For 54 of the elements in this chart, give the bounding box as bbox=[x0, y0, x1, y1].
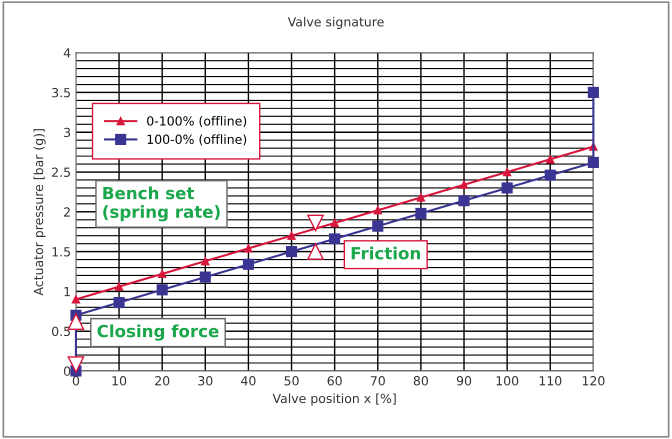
point bbox=[114, 296, 125, 308]
chart-title: Valve signature bbox=[288, 16, 384, 29]
point bbox=[201, 256, 210, 266]
point bbox=[416, 193, 426, 202]
x-tick-label: 80 bbox=[414, 376, 428, 386]
point bbox=[458, 195, 470, 206]
point bbox=[330, 218, 339, 228]
x-tick-label: 10 bbox=[112, 376, 126, 386]
point bbox=[502, 182, 513, 194]
y-tick-label: 0 bbox=[64, 366, 70, 376]
point bbox=[374, 206, 382, 214]
point bbox=[546, 155, 554, 164]
y-tick-label: 2 bbox=[64, 207, 70, 217]
x-tick-label: 40 bbox=[241, 376, 256, 386]
y-tick-label: 3 bbox=[64, 128, 70, 138]
x-tick-label: 100 bbox=[496, 376, 518, 386]
annotation: Friction bbox=[352, 246, 420, 260]
x-tick-label: 110 bbox=[540, 376, 562, 386]
legend-label: 0-100% (offline) bbox=[147, 116, 246, 128]
y-tick-label: 1.5 bbox=[52, 247, 70, 257]
y-tick-label: 3.5 bbox=[52, 88, 70, 98]
point bbox=[156, 284, 168, 296]
point bbox=[244, 244, 253, 253]
point bbox=[286, 246, 298, 258]
x-tick-label: 70 bbox=[370, 376, 385, 386]
point bbox=[415, 208, 426, 219]
point bbox=[114, 282, 124, 291]
x-axis-title: Valve position x [%] bbox=[272, 393, 396, 406]
point bbox=[242, 258, 254, 270]
x-tick-label: 20 bbox=[155, 376, 170, 386]
point bbox=[372, 220, 384, 232]
point bbox=[460, 180, 468, 189]
y-tick-label: 2.5 bbox=[52, 168, 70, 177]
x-tick-label: 60 bbox=[328, 376, 342, 386]
y-tick-label: 1 bbox=[64, 287, 70, 296]
x-tick-label: 50 bbox=[284, 376, 299, 386]
point bbox=[72, 295, 80, 304]
point bbox=[329, 233, 340, 244]
point bbox=[588, 156, 599, 168]
point bbox=[287, 232, 296, 240]
y-axis-title: Actuator pressure [bar (g)] bbox=[34, 129, 46, 296]
x-tick-label: 90 bbox=[456, 376, 472, 386]
point bbox=[158, 270, 166, 278]
point bbox=[588, 86, 599, 98]
legend-label: 100-0% (offline) bbox=[148, 134, 246, 146]
point bbox=[502, 168, 512, 176]
point bbox=[544, 170, 556, 181]
annotation: Bench set (spring rate) bbox=[103, 186, 220, 222]
x-tick-label: 120 bbox=[582, 376, 604, 386]
y-tick-label: 4 bbox=[64, 48, 70, 58]
y-tick-label: 0.5 bbox=[52, 326, 70, 336]
point bbox=[200, 272, 211, 283]
annotation: Closing force bbox=[97, 324, 219, 341]
x-tick-label: 30 bbox=[198, 376, 212, 386]
